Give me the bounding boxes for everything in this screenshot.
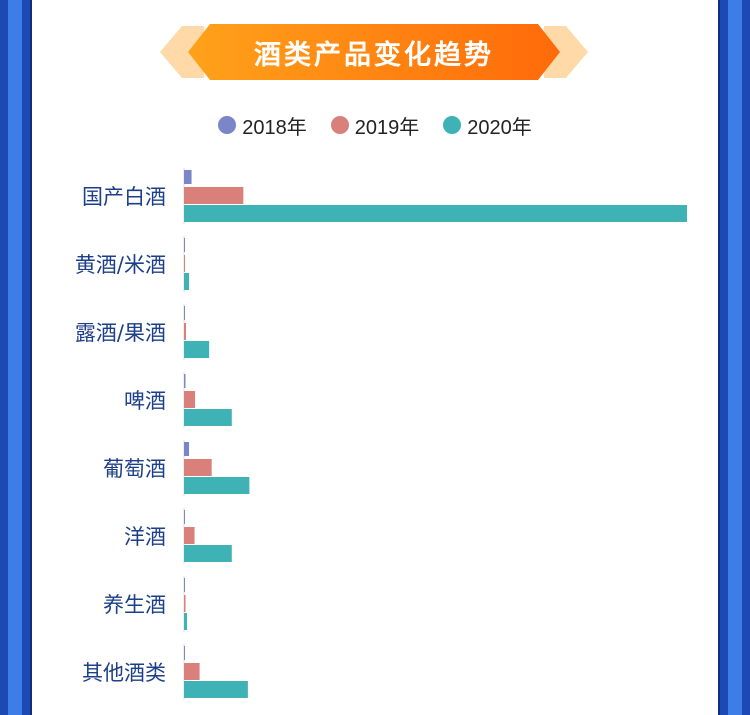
bar-2018年 xyxy=(184,306,185,320)
legend-item-2019: 2019年 xyxy=(330,111,420,140)
legend-label-2018: 2018年 xyxy=(242,116,307,139)
right-rail xyxy=(728,0,742,715)
category-label: 啤酒 xyxy=(124,389,166,413)
category-label: 养生酒 xyxy=(103,593,166,617)
banner-shape xyxy=(160,24,588,80)
category-label: 洋酒 xyxy=(124,525,166,549)
legend: 2018年 2019年 2020年 xyxy=(0,108,750,142)
bar-2020年 xyxy=(184,273,190,290)
chart-panel xyxy=(30,0,720,715)
bar-2019年 xyxy=(184,663,200,680)
bar-2020年 xyxy=(184,681,248,698)
bar-2019年 xyxy=(184,459,212,476)
legend-swatch-2019 xyxy=(330,116,349,134)
category-label: 国产白酒 xyxy=(82,185,166,209)
legend-item-2020: 2020年 xyxy=(443,111,532,140)
bar-2019年 xyxy=(184,255,186,272)
legend-swatch-2020 xyxy=(443,116,462,134)
bar-2018年 xyxy=(184,510,185,524)
title-banner: 酒类产品变化趋势 xyxy=(160,22,588,82)
chart-title: 酒类产品变化趋势 xyxy=(254,39,494,71)
category-label: 葡萄酒 xyxy=(103,457,166,481)
bar-2018年 xyxy=(184,646,185,660)
bar-2020年 xyxy=(184,613,188,630)
legend-swatch-2018 xyxy=(218,116,237,134)
bar-2019年 xyxy=(184,323,187,340)
legend-label-2019: 2019年 xyxy=(354,116,420,139)
banner-body xyxy=(188,24,560,80)
bar-2020年 xyxy=(184,409,232,426)
banner-wing-right xyxy=(544,26,588,78)
category-label: 黄酒/米酒 xyxy=(75,253,166,277)
category-label: 露酒/果酒 xyxy=(75,321,166,345)
bar-2020年 xyxy=(184,545,232,562)
legend-label-2020: 2020年 xyxy=(467,116,532,139)
bar-2019年 xyxy=(184,527,195,544)
bar-2019年 xyxy=(184,391,196,408)
banner-wing-left xyxy=(160,26,204,78)
bar-2020年 xyxy=(184,341,210,358)
bar-2019年 xyxy=(184,187,244,204)
legend-item-2018: 2018年 xyxy=(218,111,307,140)
bar-2020年 xyxy=(184,205,687,222)
category-label: 其他酒类 xyxy=(82,661,166,685)
bar-2020年 xyxy=(184,477,250,494)
bar-2018年 xyxy=(184,442,190,456)
bar-2018年 xyxy=(184,374,186,388)
bar-2018年 xyxy=(184,578,185,592)
bar-2019年 xyxy=(184,595,186,612)
bar-2018年 xyxy=(184,170,192,184)
left-rail xyxy=(8,0,22,715)
bar-2018年 xyxy=(184,238,185,252)
